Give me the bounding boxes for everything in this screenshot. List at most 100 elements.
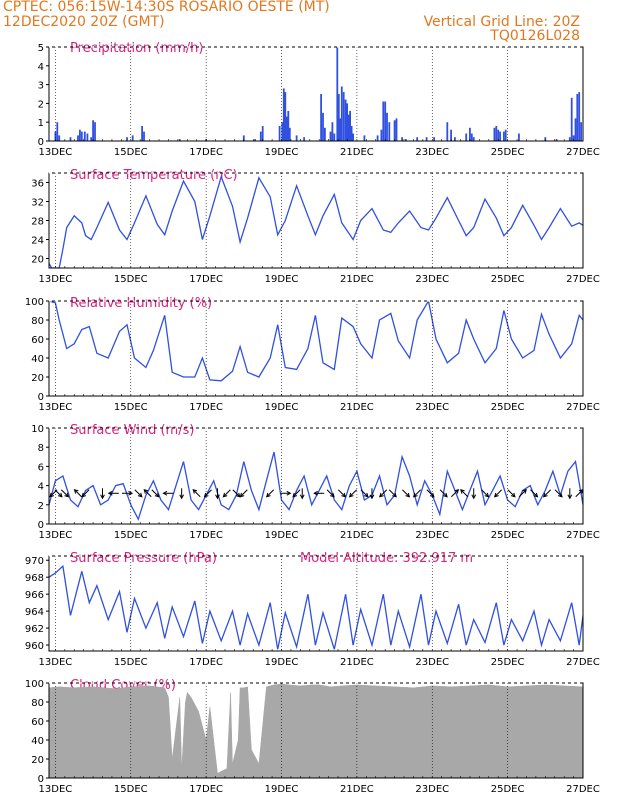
x-tick-label: 19DEC (265, 274, 299, 285)
x-tick-label: 19DEC (265, 530, 299, 541)
precip-bar (395, 118, 398, 141)
wind-arrow (215, 488, 220, 500)
precip-bar (278, 126, 281, 141)
y-tick-label: 32 (31, 198, 44, 209)
precip-bar (363, 135, 366, 141)
wind-arrow (232, 489, 241, 498)
wind-arrow (348, 489, 357, 498)
precip-bar (497, 129, 500, 141)
precip-bar (94, 122, 96, 141)
x-tick-label: 23DEC (415, 274, 449, 285)
y-tick-label: 0 (38, 520, 44, 531)
wind-arrow (162, 490, 174, 496)
x-tick-label: 25DEC (491, 147, 525, 158)
precip-bar (401, 137, 403, 141)
precip-bar (242, 135, 245, 141)
precip-bar (331, 122, 334, 141)
precip-bar (518, 133, 520, 141)
y-tick-label: 6 (38, 462, 44, 473)
panel-0: Precipitation (mm/h) 0 1 2 3 4 5 13DEC 15DEC 17DE… (38, 41, 600, 158)
precip-bar (405, 139, 407, 141)
wind-arrow (460, 489, 469, 498)
x-tick-label: 25DEC (491, 657, 525, 668)
y-tick-label: 20 (31, 255, 44, 266)
wind-arrow (100, 488, 105, 500)
header-model-id: TQ0126L028 (490, 28, 580, 44)
wind-arrow (143, 489, 152, 498)
x-tick-label: 19DEC (265, 657, 299, 668)
wind-arrow (81, 489, 90, 498)
precip-bar (261, 126, 264, 141)
y-tick-label: 10 (31, 424, 44, 435)
precip-bar (79, 129, 81, 141)
y-tick-label: 80 (31, 316, 44, 327)
precip-bar (281, 122, 284, 141)
header-grid-line: Vertical Grid Line: 20Z (423, 14, 580, 30)
x-tick-label: 15DEC (114, 784, 148, 795)
precip-bar (503, 131, 505, 141)
precip-bar (472, 137, 475, 141)
precip-bar (416, 137, 419, 141)
wind-arrow (369, 488, 375, 500)
x-tick-label: 15DEC (114, 530, 148, 541)
precip-bar (80, 131, 83, 141)
y-tick-label: 40 (31, 736, 44, 747)
series-group (54, 47, 582, 141)
precip-bar (284, 92, 287, 141)
precip-bar (495, 126, 498, 141)
precip-bar (254, 139, 256, 141)
precip-bar (465, 133, 468, 141)
precip-bar (126, 137, 128, 141)
x-tick-label: 13DEC (39, 530, 73, 541)
wind-arrow (481, 489, 490, 498)
wind-arrow (426, 489, 435, 498)
precip-bar (388, 122, 391, 141)
precip-bar (77, 135, 79, 141)
y-tick-label: 964 (25, 607, 44, 618)
x-tick-label: 23DEC (415, 402, 449, 413)
wind-arrow (60, 489, 70, 498)
header-station: CPTEC: 056:15W-14:30S ROSARIO OESTE (MT) (3, 0, 330, 15)
x-tick-label: 17DEC (189, 784, 223, 795)
wind-arrow (326, 489, 335, 498)
y-tick-label: 4 (38, 62, 44, 73)
precip-bar (568, 137, 571, 141)
wind-arrow (412, 489, 422, 498)
x-tick-label: 23DEC (415, 530, 449, 541)
wind-arrow (402, 489, 411, 498)
precip-bar (58, 135, 61, 141)
x-tick-label: 27DEC (566, 784, 600, 795)
x-tick-label: 23DEC (415, 147, 449, 158)
wind-arrow (542, 489, 552, 498)
x-tick-label: 15DEC (114, 147, 148, 158)
x-tick-label: 21DEC (340, 530, 374, 541)
precip-bar (574, 118, 577, 141)
x-tick-label: 19DEC (265, 402, 299, 413)
precip-bar (336, 47, 339, 141)
x-tick-label: 21DEC (340, 657, 374, 668)
wind-arrow (265, 489, 275, 498)
y-tick-label: 80 (31, 698, 44, 709)
precip-bar (393, 120, 396, 141)
wind-arrow (360, 489, 369, 498)
y-tick-label: 24 (31, 236, 44, 247)
precip-bar (380, 129, 383, 141)
cloud-area (49, 683, 583, 778)
precip-bar (287, 110, 290, 141)
precip-bar (454, 137, 456, 141)
panel-subtitle: Model Altitude: 392.917 m (300, 551, 473, 566)
x-tick-label: 15DEC (114, 657, 148, 668)
x-tick-label: 27DEC (566, 530, 600, 541)
wind-arrow (388, 489, 397, 498)
precip-bar (143, 131, 145, 141)
wind-arrow (192, 489, 201, 498)
precip-bar (470, 133, 473, 141)
precip-bar (499, 131, 501, 141)
x-tick-label: 15DEC (114, 274, 148, 285)
y-tick-label: 8 (38, 443, 44, 454)
x-tick-label: 19DEC (265, 784, 299, 795)
precip-bar (282, 88, 285, 141)
precip-bar (376, 135, 379, 141)
wind-arrow (530, 489, 539, 498)
